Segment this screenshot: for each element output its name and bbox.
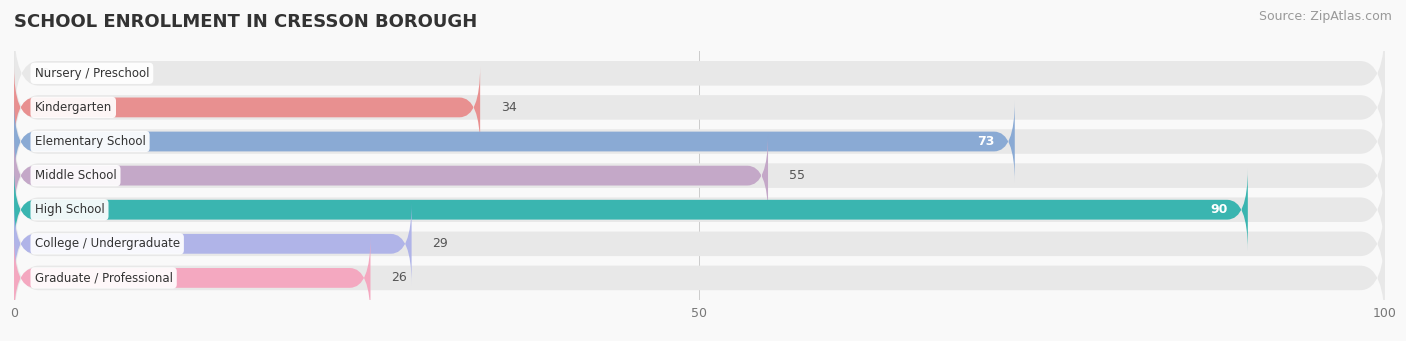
FancyBboxPatch shape: [14, 161, 1385, 259]
FancyBboxPatch shape: [14, 127, 1385, 225]
FancyBboxPatch shape: [14, 58, 1385, 157]
Text: 26: 26: [391, 271, 406, 284]
FancyBboxPatch shape: [14, 134, 768, 217]
FancyBboxPatch shape: [14, 24, 1385, 122]
Text: 90: 90: [1211, 203, 1227, 216]
Text: 55: 55: [789, 169, 804, 182]
FancyBboxPatch shape: [14, 100, 1015, 183]
FancyBboxPatch shape: [14, 168, 1249, 251]
Text: SCHOOL ENROLLMENT IN CRESSON BOROUGH: SCHOOL ENROLLMENT IN CRESSON BOROUGH: [14, 13, 477, 31]
Text: Kindergarten: Kindergarten: [35, 101, 112, 114]
Text: 0: 0: [42, 67, 49, 80]
Text: College / Undergraduate: College / Undergraduate: [35, 237, 180, 250]
FancyBboxPatch shape: [14, 66, 481, 149]
FancyBboxPatch shape: [14, 229, 1385, 327]
FancyBboxPatch shape: [14, 203, 412, 285]
Text: Source: ZipAtlas.com: Source: ZipAtlas.com: [1258, 10, 1392, 23]
Text: Graduate / Professional: Graduate / Professional: [35, 271, 173, 284]
Text: Nursery / Preschool: Nursery / Preschool: [35, 67, 149, 80]
Text: 73: 73: [977, 135, 994, 148]
FancyBboxPatch shape: [14, 195, 1385, 293]
Text: Middle School: Middle School: [35, 169, 117, 182]
Text: 34: 34: [501, 101, 516, 114]
Text: Elementary School: Elementary School: [35, 135, 145, 148]
FancyBboxPatch shape: [14, 92, 1385, 191]
Text: 29: 29: [432, 237, 449, 250]
Text: High School: High School: [35, 203, 104, 216]
FancyBboxPatch shape: [14, 237, 371, 319]
